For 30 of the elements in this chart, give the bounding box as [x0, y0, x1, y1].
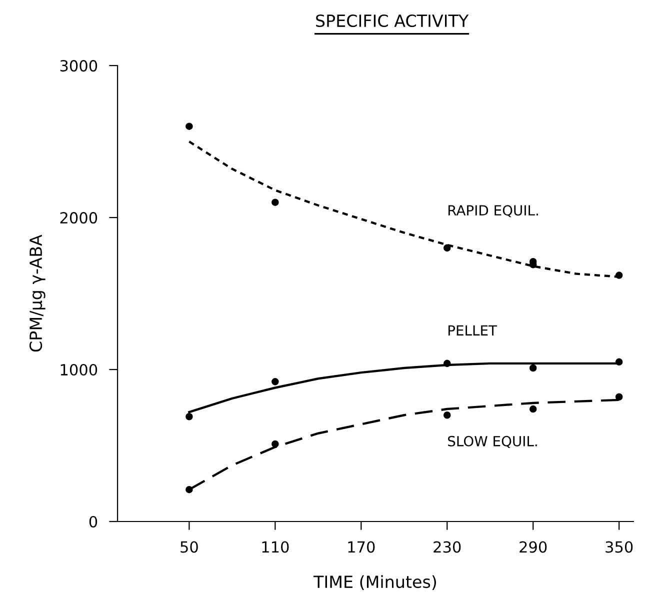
y-axis-title: CPM/µg γ-ABA [29, 234, 46, 352]
point [443, 411, 451, 419]
chart-title: SPECIFIC ACTIVITY [316, 14, 469, 28]
point [272, 440, 279, 448]
x-tick-label: 110 [262, 541, 289, 553]
y-tick-label: 0 [89, 516, 98, 528]
x-tick-label: 350 [606, 541, 633, 553]
point [615, 272, 623, 279]
y-tick-label: 2000 [60, 212, 98, 224]
x-tick-label: 50 [180, 541, 198, 553]
point [529, 405, 537, 413]
x-tick-label: 290 [520, 541, 547, 553]
point [186, 486, 193, 494]
point [615, 358, 623, 366]
y-tick-label: 1000 [60, 364, 98, 376]
series-label: RAPID EQUIL. [448, 205, 538, 218]
text: PELLET [448, 325, 498, 336]
point [529, 364, 537, 372]
point [443, 244, 451, 252]
point [272, 378, 279, 386]
point [272, 198, 279, 206]
point [615, 393, 623, 401]
x-axis-title: TIME (Minutes) [313, 575, 436, 590]
point [186, 122, 193, 130]
x-tick-label: 230 [434, 541, 461, 553]
point [186, 412, 193, 420]
x-tick-label: 170 [348, 541, 375, 553]
y-tick-label: 3000 [60, 60, 98, 72]
point [443, 360, 451, 368]
series-label: SLOW EQUIL. [448, 436, 537, 448]
